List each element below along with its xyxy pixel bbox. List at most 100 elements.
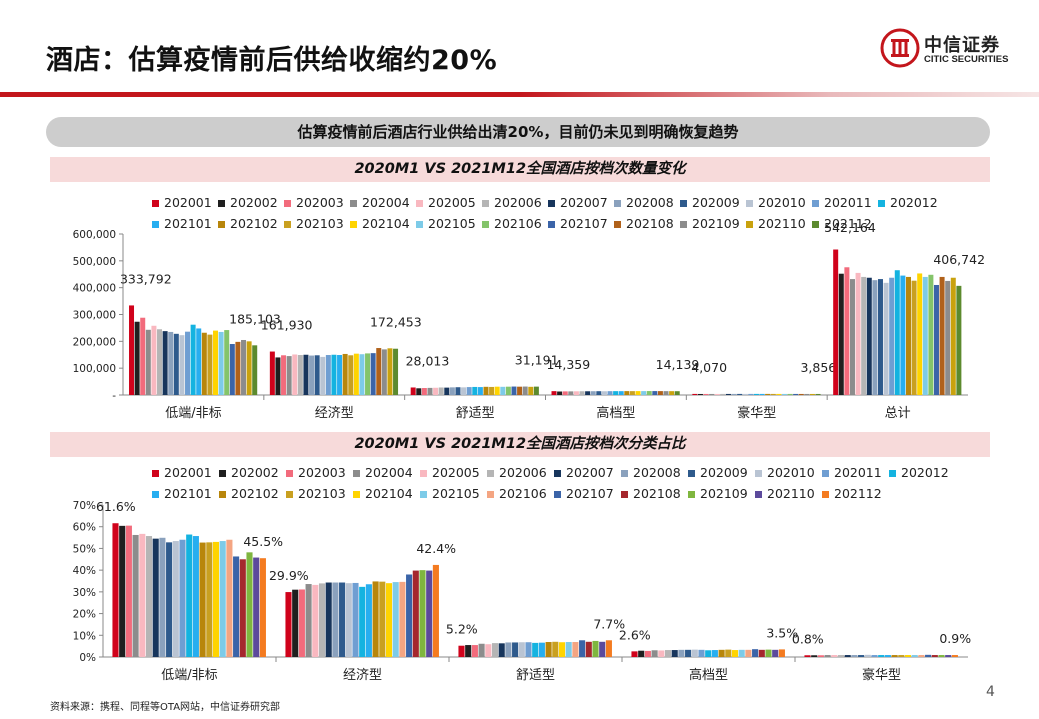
- c2-bar: [298, 589, 305, 657]
- c1-bar: [522, 386, 528, 395]
- c2-bar: [212, 541, 220, 657]
- c1-data-label: 172,453: [370, 315, 422, 330]
- c2-legend-label: 202106: [499, 486, 547, 501]
- c1-bar: [770, 393, 776, 395]
- c1-bar: [765, 393, 771, 395]
- c1-legend-label: 202002: [230, 195, 278, 210]
- c1-legend-label: 202109: [692, 216, 740, 231]
- c2-bar: [685, 649, 692, 657]
- c2-bar: [572, 642, 579, 657]
- c1-bar: [421, 388, 427, 395]
- c1-legend-label: 202007: [560, 195, 608, 210]
- c1-bar: [618, 391, 624, 395]
- c2-legend-label: 202112: [834, 486, 882, 501]
- c1-y-tick-label: -: [112, 390, 116, 402]
- c1-bar: [917, 273, 923, 395]
- c1-bar: [168, 331, 174, 395]
- c2-bar: [725, 649, 732, 657]
- c1-bar: [157, 329, 163, 395]
- c2-bar: [824, 655, 831, 657]
- c1-bar: [489, 386, 495, 395]
- c2-bar: [192, 536, 199, 657]
- c2-bar: [259, 558, 266, 657]
- c1-bar: [145, 329, 151, 395]
- c1-data-label: 31,191: [515, 353, 559, 368]
- header-divider: [0, 92, 1039, 97]
- c2-data-label: 0.9%: [939, 631, 971, 646]
- c1-bar: [703, 393, 709, 395]
- c1-bar: [866, 277, 872, 395]
- c1-bar: [844, 267, 850, 395]
- c2-bar: [558, 642, 566, 657]
- c1-legend-swatch: [152, 221, 159, 228]
- c1-bar: [855, 272, 861, 395]
- c1-bar: [804, 393, 810, 395]
- c2-bar: [698, 649, 705, 657]
- c1-data-label: 3,856: [800, 360, 836, 375]
- c2-bar: [465, 645, 472, 657]
- c1-bar: [500, 386, 506, 395]
- c1-bar: [494, 386, 500, 395]
- c1-bar: [809, 393, 815, 395]
- c2-bar: [579, 640, 586, 657]
- c2-category-label: 低端/非标: [161, 668, 217, 683]
- c1-legend-label: 202104: [362, 216, 410, 231]
- c2-legend-label: 202005: [432, 465, 480, 480]
- c2-bar: [226, 539, 233, 657]
- c2-legend-label: 202107: [566, 486, 614, 501]
- c1-bar: [196, 328, 202, 395]
- c1-bar: [511, 386, 517, 395]
- c1-bar: [297, 355, 303, 395]
- c1-bar: [742, 393, 748, 395]
- c1-legend-label: 202107: [560, 216, 608, 231]
- c2-legend-label: 202009: [700, 465, 748, 480]
- c1-bar: [714, 393, 720, 395]
- c2-bar: [166, 542, 173, 657]
- c1-category-label: 低端/非标: [165, 406, 221, 421]
- c1-legend-swatch: [218, 200, 225, 207]
- c2-legend-swatch: [822, 491, 829, 498]
- c1-category-label: 总计: [885, 406, 911, 421]
- c2-bar: [752, 649, 759, 657]
- c2-bar: [119, 525, 126, 657]
- c2-y-tick-label: 0%: [79, 652, 96, 664]
- c2-bar: [878, 655, 885, 657]
- c2-legend-label: 202110: [767, 486, 815, 501]
- c1-bar: [838, 273, 844, 395]
- c2-bar: [925, 654, 932, 657]
- c1-bar: [877, 279, 883, 395]
- c2-bar: [731, 650, 739, 657]
- c1-legend-swatch: [482, 200, 489, 207]
- c1-bar: [646, 391, 652, 395]
- c2-bar: [864, 654, 871, 657]
- c1-bar: [798, 393, 804, 395]
- c2-bar: [498, 643, 505, 657]
- c2-bar: [399, 581, 406, 657]
- c1-bar: [433, 387, 439, 395]
- c1-bar: [314, 355, 320, 395]
- c1-data-label: 406,742: [933, 252, 985, 267]
- c1-bar: [928, 274, 934, 395]
- c1-bar: [235, 341, 241, 395]
- c1-bar: [781, 393, 787, 395]
- c2-bar: [365, 584, 372, 657]
- chart1-title: 2020M1 VS 2021M12全国酒店按档次数量变化: [50, 157, 990, 182]
- c2-bar: [605, 640, 612, 657]
- c2-y-tick-label: 40%: [73, 565, 96, 577]
- c2-bar: [911, 655, 918, 657]
- c1-legend-swatch: [548, 200, 555, 207]
- c2-legend-label: 202104: [365, 486, 413, 501]
- c1-bar: [933, 284, 939, 395]
- c1-bar: [241, 339, 247, 395]
- c2-bar: [844, 655, 851, 657]
- c1-bar: [568, 391, 574, 395]
- c1-bar: [759, 393, 765, 395]
- c1-legend-swatch: [680, 221, 687, 228]
- c1-bar: [320, 356, 326, 395]
- c2-bar: [831, 655, 838, 657]
- c2-bar: [419, 570, 426, 657]
- c2-bar: [658, 650, 665, 657]
- c2-bar: [651, 650, 658, 657]
- c2-data-label: 3.5%: [766, 625, 798, 640]
- c1-bar: [900, 275, 906, 395]
